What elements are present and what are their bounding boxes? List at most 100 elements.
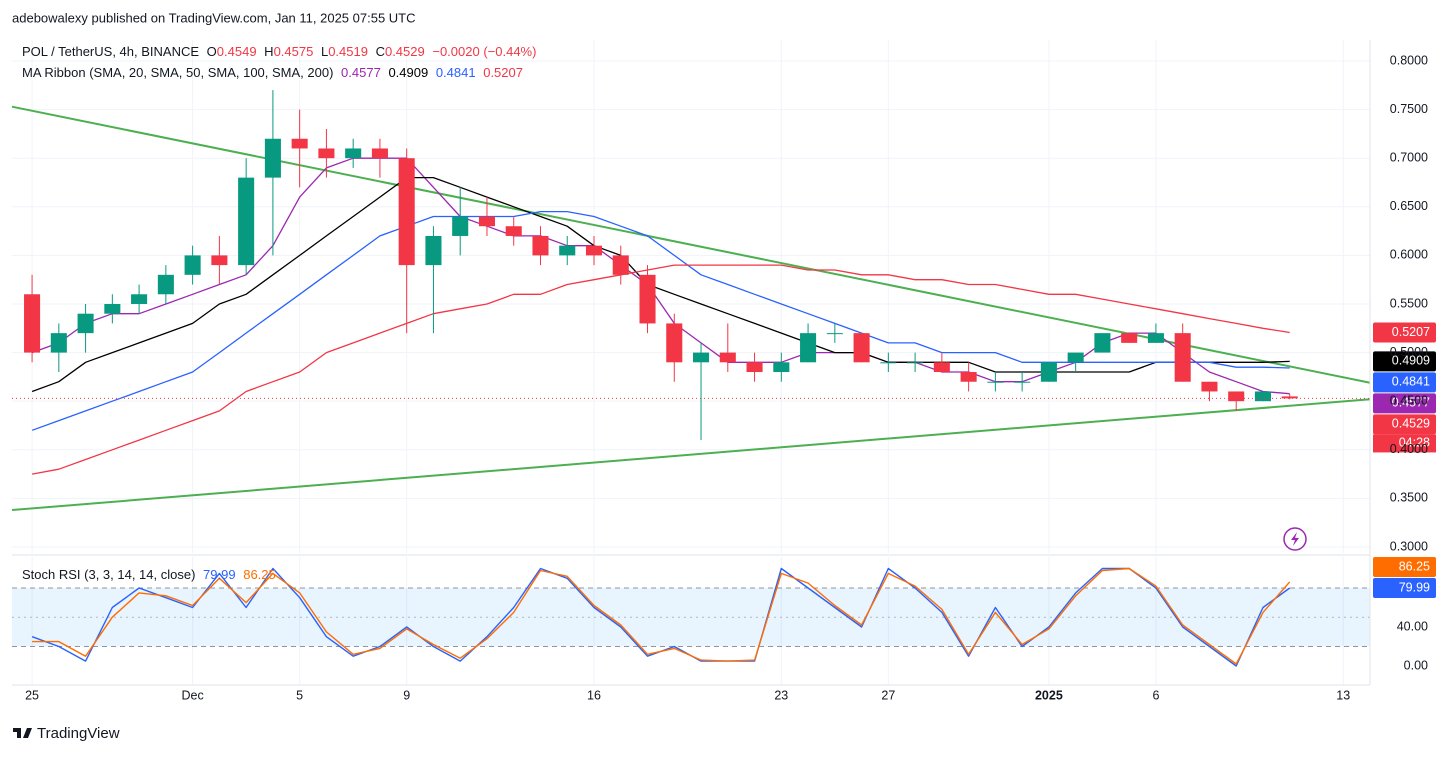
legend-main: POL / TetherUS, 4h, BINANCE O0.4549 H0.4… [22,44,536,59]
candle-body [612,255,629,275]
price-badge-bg [1373,372,1436,393]
legend-oscillator: Stoch RSI (3, 3, 14, 14, close) 79.99 86… [22,567,276,582]
x-tick-label: 13 [1336,688,1350,702]
candle-body [1174,333,1191,382]
osc-badge: 79.99 [1399,580,1430,594]
osc-badge: 86.25 [1399,559,1430,573]
countdown: 04:28 [1399,436,1430,450]
alert-icon[interactable] [1283,527,1307,551]
candle-body [1067,352,1084,363]
x-tick-label: 27 [881,688,895,702]
oscillator-line [32,567,1291,665]
candle-body [1201,381,1218,392]
candle-body [345,148,362,159]
candle-body [157,274,174,295]
x-tick-label: Dec [182,688,204,702]
legend-ma: MA Ribbon (SMA, 20, SMA, 50, SMA, 100, S… [22,65,523,80]
candle-body [773,362,790,373]
price-badge: 0.5207 [1392,325,1430,339]
candle-body [184,255,201,275]
ohlc-prefix: L [321,44,328,59]
candle-body [1281,396,1298,399]
candle-body [907,362,924,364]
candle-body [131,294,148,304]
y-tick-label: 0.4500 [1390,393,1428,407]
candle-body [639,274,656,324]
candle-body [398,158,415,266]
candle-body [746,362,763,373]
y-tick-label: 0.8000 [1390,53,1428,67]
open-value: 0.4549 [217,44,257,59]
ohlc-prefix: H [264,44,273,59]
y-tick-label: 0.6000 [1390,248,1428,262]
oscillator-label: Stoch RSI (3, 3, 14, 14, close) [22,567,195,582]
candle-body [1121,333,1138,343]
candle-body [826,333,843,335]
candle-body [1094,333,1111,353]
candle-body [585,245,603,256]
alert-bolt [1291,532,1299,546]
symbol: POL / TetherUS, 4h, BINANCE [22,44,199,59]
trendline [11,398,1371,512]
countdown-bg [1373,434,1436,453]
candle-body [880,362,897,364]
header: adebowalexy published on TradingView.com… [12,10,416,25]
y-tick-label: 0.6500 [1390,199,1428,213]
candle-body [452,216,469,236]
candle-body [291,138,308,149]
candle-body [425,235,442,266]
y-tick-label: 0.7000 [1390,150,1428,164]
x-tick-label: 9 [403,688,410,702]
y-tick-label: 0.5500 [1390,296,1428,310]
osc-tick-label: 40.00 [1397,619,1428,633]
ma-line [31,176,1290,393]
x-tick-label: 2025 [1035,688,1063,702]
oscillator-value: 86.25 [243,567,276,582]
change: −0.0020 (−0.44%) [432,44,536,59]
candle-body [371,148,388,159]
x-tick-label: 25 [25,688,39,702]
footer-text: TradingView [37,725,120,742]
footer-logo[interactable]: TradingView [13,725,120,742]
ma-label: MA Ribbon (SMA, 20, SMA, 50, SMA, 100, S… [22,65,333,80]
candle-body [933,362,950,373]
candle-body [50,333,67,353]
ma-value: 0.4577 [341,65,381,80]
candle-body [318,148,335,159]
ma-value: 0.5207 [483,65,523,80]
ma-value: 0.4909 [388,65,428,80]
candle-body [559,245,576,256]
x-tick-label: 6 [1152,688,1159,702]
osc-badge-bg [1373,578,1436,599]
candle-body [719,352,736,363]
x-tick-label: 16 [587,688,601,702]
osc-tick-label: 0.00 [1404,658,1428,672]
price-badges: 0.5207 0.4909 0.4841 0.4577 0.4529 04:28 79.99… [1373,322,1436,599]
candle-body [1040,362,1057,382]
trendline [11,105,1371,384]
close-value: 0.4529 [385,44,425,59]
candle-body [960,372,977,382]
candle-body [693,352,710,363]
y-tick-label: 0.4000 [1390,442,1428,456]
price-badge: 0.4577 [1392,396,1430,410]
price-badge: 0.4909 [1392,354,1430,368]
oscillator-value: 79.99 [203,567,236,582]
candle-body [505,226,522,236]
plot [11,90,1371,667]
y-tick-label: 0.7500 [1390,102,1428,116]
candle-body [104,303,121,314]
candle-body [1014,381,1031,383]
candle-body [264,138,281,178]
candle-body [1147,333,1164,343]
candle-body [211,255,228,266]
logo-mark [13,728,32,738]
candle-body [478,216,495,227]
candle-body [800,333,817,363]
ma-line [31,264,1290,475]
x-tick-label: 23 [774,688,788,702]
high-value: 0.4575 [274,44,314,59]
y-tick-label: 0.3000 [1390,539,1428,553]
candle-body [24,294,41,353]
